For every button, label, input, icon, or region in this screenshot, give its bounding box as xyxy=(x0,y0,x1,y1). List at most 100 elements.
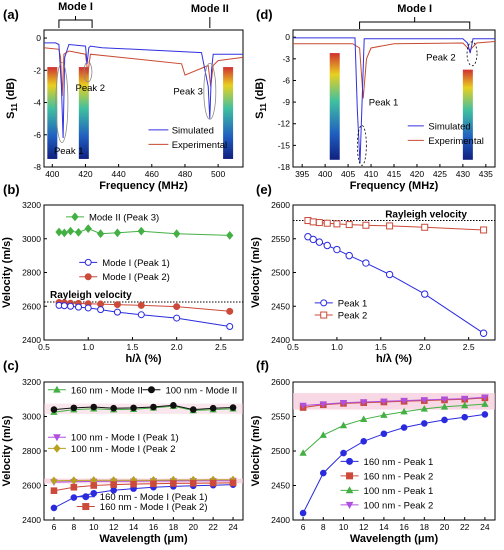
peak-ellipse xyxy=(356,124,367,166)
x-tick-label: 6 xyxy=(52,522,57,532)
data-point xyxy=(315,219,323,227)
annotation: Peak 1 xyxy=(369,98,399,109)
data-point xyxy=(400,424,408,431)
x-tick-label: 415 xyxy=(387,169,401,179)
data-point xyxy=(420,405,428,412)
legend-marker xyxy=(84,273,92,281)
legend-label: 100 nm - Mode II xyxy=(165,385,237,396)
legend-marker xyxy=(53,385,61,393)
series-line xyxy=(53,480,234,483)
data-point xyxy=(50,476,58,485)
y-axis-label: S11 (dB) xyxy=(254,78,268,119)
annotation: Peak 3 xyxy=(173,86,203,97)
legend-label: 100 nm - Mode I (Peak 1) xyxy=(71,433,179,444)
peak-ellipse xyxy=(83,61,93,83)
data-point xyxy=(50,487,58,494)
x-tick-label: 10 xyxy=(89,522,99,532)
data-point xyxy=(386,222,394,230)
data-point xyxy=(150,480,157,488)
x-tick-label: 435 xyxy=(479,169,493,179)
data-point xyxy=(299,449,307,456)
y-tick-label: 2400 xyxy=(22,515,41,525)
y-tick-label: 3000 xyxy=(22,234,41,244)
y-tick-label: 2600 xyxy=(22,481,41,491)
data-point xyxy=(461,395,469,403)
data-point xyxy=(90,482,98,489)
annotation: Peak 2 xyxy=(426,52,456,63)
data-point xyxy=(421,223,429,231)
y-tick-label: -2 xyxy=(33,65,41,75)
x-tick-label: 18 xyxy=(169,522,179,532)
data-point xyxy=(481,411,489,418)
data-point xyxy=(226,307,234,315)
mode-shape-image xyxy=(78,67,89,159)
data-point xyxy=(320,469,327,477)
data-point xyxy=(189,479,197,487)
data-point xyxy=(50,504,58,512)
data-point xyxy=(173,303,181,311)
data-point xyxy=(74,227,83,237)
x-tick-label: 1.5 xyxy=(127,342,139,352)
y-tick-label: -6 xyxy=(33,130,41,140)
data-point xyxy=(130,480,137,488)
data-point xyxy=(170,401,177,409)
data-point xyxy=(340,449,347,457)
legend-marker xyxy=(147,386,155,394)
x-tick-label: 420 xyxy=(410,169,424,179)
data-point xyxy=(90,403,98,411)
y-tick-label: 2600 xyxy=(271,200,290,210)
x-tick-label: 1.0 xyxy=(82,342,94,352)
data-point xyxy=(339,399,348,407)
x-tick-label: 0.5 xyxy=(38,342,50,352)
panel-letter: (d) xyxy=(256,7,273,22)
annotation: Mode I xyxy=(58,1,93,13)
x-tick-label: 400 xyxy=(318,169,332,179)
data-point xyxy=(189,406,197,413)
legend-label: 160 nm - Peak 1 xyxy=(364,457,434,468)
data-point xyxy=(345,251,353,260)
x-tick-label: 20 xyxy=(440,522,450,532)
legend-label: Mode I (Peak 1) xyxy=(102,258,170,269)
data-point xyxy=(479,329,488,337)
peak-ellipse xyxy=(55,62,69,143)
x-tick-label: 480 xyxy=(178,169,192,179)
annotation: Mode I xyxy=(397,3,432,15)
x-axis-label: Wavelength (μm) xyxy=(350,533,439,545)
legend-label: Experimental xyxy=(428,136,483,147)
x-tick-label: 460 xyxy=(145,169,159,179)
legend-label: Mode I (Peak 2) xyxy=(102,272,170,283)
x-tick-label: 1.0 xyxy=(331,342,343,352)
data-point xyxy=(440,396,449,404)
data-point xyxy=(380,411,388,418)
y-tick-label: 3200 xyxy=(22,200,41,210)
data-point xyxy=(70,483,78,491)
mode-shape-image xyxy=(462,69,473,160)
legend-marker xyxy=(345,501,354,509)
x-axis-label: h/λ (%) xyxy=(125,353,161,365)
legend-marker xyxy=(82,493,90,501)
y-tick-label: 2400 xyxy=(271,335,290,345)
x-tick-label: 2.0 xyxy=(171,342,183,352)
data-point xyxy=(481,400,489,407)
legend-label: 160 nm - Mode I (Peak 1) xyxy=(100,492,208,503)
data-point xyxy=(385,270,394,279)
x-tick-label: 500 xyxy=(211,169,225,179)
data-point xyxy=(345,221,353,229)
data-point xyxy=(333,245,341,254)
data-point xyxy=(299,509,307,517)
legend-label: 160 nm - Mode I (Peak 2) xyxy=(100,502,208,513)
y-tick-label: 2500 xyxy=(271,268,290,278)
y-tick-label: 2450 xyxy=(271,481,290,491)
data-point xyxy=(360,415,368,422)
data-point xyxy=(70,476,78,485)
x-tick-label: 410 xyxy=(364,169,378,179)
data-point xyxy=(339,421,348,429)
y-tick-label: 2800 xyxy=(22,446,41,456)
data-point xyxy=(360,399,368,406)
y-tick-label: -9 xyxy=(282,97,290,107)
data-point xyxy=(137,311,145,319)
data-point xyxy=(319,401,327,408)
y-tick-label: 2450 xyxy=(271,301,290,311)
data-point xyxy=(400,397,408,405)
y-tick-label: -4 xyxy=(33,98,41,108)
